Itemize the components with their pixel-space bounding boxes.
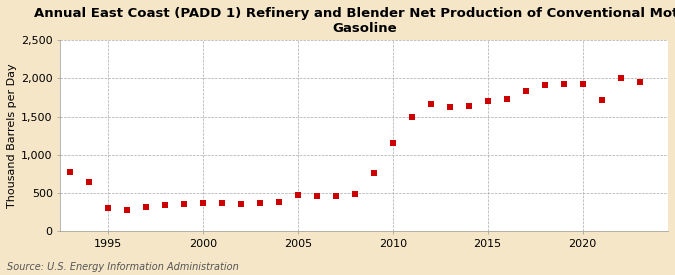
Point [65, 170, 76, 174]
Point [502, 97, 512, 101]
Point [292, 193, 303, 197]
Point [84, 180, 95, 184]
Point [596, 98, 607, 102]
Point [369, 171, 379, 175]
Point [634, 79, 645, 84]
Point [463, 104, 474, 108]
Point [122, 208, 132, 212]
Point [482, 99, 493, 104]
Point [558, 82, 569, 86]
Point [217, 200, 227, 205]
Point [539, 82, 550, 87]
Point [520, 89, 531, 93]
Point [197, 201, 208, 205]
Point [425, 102, 436, 107]
Y-axis label: Thousand Barrels per Day: Thousand Barrels per Day [7, 64, 17, 208]
Point [236, 202, 246, 206]
Point [444, 105, 455, 110]
Point [254, 201, 265, 205]
Point [103, 206, 113, 210]
Text: Source: U.S. Energy Information Administration: Source: U.S. Energy Information Administ… [7, 262, 238, 272]
Point [311, 194, 322, 198]
Point [159, 203, 170, 207]
Point [178, 202, 189, 206]
Point [273, 200, 284, 204]
Title: Annual East Coast (PADD 1) Refinery and Blender Net Production of Conventional M: Annual East Coast (PADD 1) Refinery and … [34, 7, 675, 35]
Point [406, 114, 417, 119]
Point [387, 141, 398, 145]
Point [330, 194, 341, 198]
Point [615, 76, 626, 80]
Point [577, 82, 588, 86]
Point [140, 205, 151, 209]
Point [350, 192, 360, 196]
